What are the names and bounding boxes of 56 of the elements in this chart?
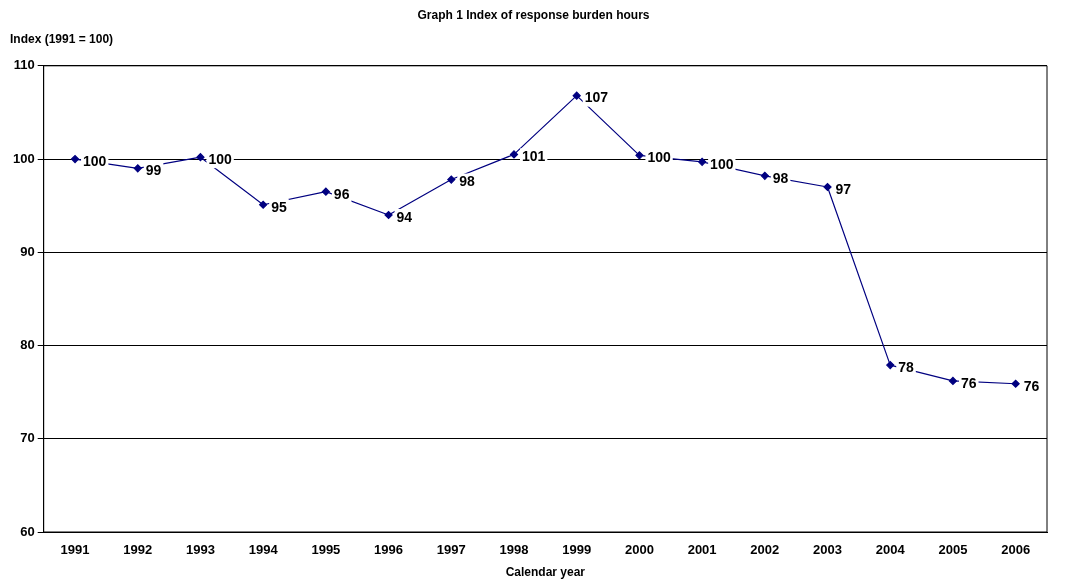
x-tick-label: 2004	[875, 542, 906, 558]
y-tick-label: 80	[20, 337, 35, 353]
point	[509, 150, 519, 159]
data-label: 76	[1023, 377, 1040, 394]
data-label: 96	[333, 185, 350, 202]
point	[70, 154, 80, 164]
x-tick-label: 1996	[374, 542, 404, 558]
x-tick-label: 2003	[813, 542, 842, 558]
x-axis-title: Calendar year	[505, 565, 586, 580]
data-label: 76	[960, 374, 977, 391]
x-tick-label: 1999	[562, 542, 592, 558]
point	[447, 175, 456, 184]
point	[635, 151, 644, 160]
point	[321, 187, 330, 196]
x-tick-label: 1991	[60, 542, 90, 558]
x-tick-label: 1993	[186, 542, 215, 558]
y-tick-label: 100	[12, 150, 35, 166]
data-label: 98	[459, 173, 476, 190]
data-label: 95	[271, 198, 287, 215]
x-tick-label: 1998	[499, 542, 529, 558]
y-tick-label: 90	[20, 243, 35, 259]
point	[259, 200, 268, 209]
x-tick-label: 2001	[687, 542, 717, 558]
x-tick-label: 2005	[938, 542, 968, 558]
x-tick-label: 1992	[123, 542, 153, 558]
x-tick-label: 1994	[248, 542, 279, 558]
point	[384, 210, 393, 220]
data-label: 97	[835, 180, 852, 197]
y-tick-label: 60	[20, 523, 35, 539]
point	[133, 164, 142, 173]
point	[886, 361, 895, 370]
chart-title: Graph 1 Index of response burden hours	[416, 8, 651, 22]
data-label: 94	[396, 208, 413, 225]
data-label: 98	[772, 169, 789, 186]
x-tick-label: 1995	[311, 542, 341, 558]
data-label: 101	[521, 148, 546, 165]
point	[948, 376, 958, 386]
data-label: 100	[83, 152, 107, 169]
point	[196, 153, 205, 162]
data-label: 100	[647, 149, 671, 166]
x-tick-label: 2000	[624, 542, 654, 558]
data-label: 107	[584, 89, 609, 106]
point	[1011, 379, 1020, 388]
y-tick-label: 110	[13, 57, 35, 73]
point	[698, 157, 707, 166]
y-axis-title: Index (1991 = 100)	[10, 32, 114, 46]
x-tick-label: 1997	[436, 542, 466, 558]
point	[760, 171, 769, 180]
data-label: 78	[898, 358, 915, 375]
point	[572, 91, 581, 100]
x-tick-label: 2006	[1001, 542, 1031, 558]
data-label: 100	[208, 151, 233, 168]
data-label: 99	[145, 162, 162, 179]
x-tick-label: 2002	[750, 542, 780, 558]
y-tick-label: 70	[20, 430, 35, 446]
data-label: 100	[710, 155, 734, 172]
